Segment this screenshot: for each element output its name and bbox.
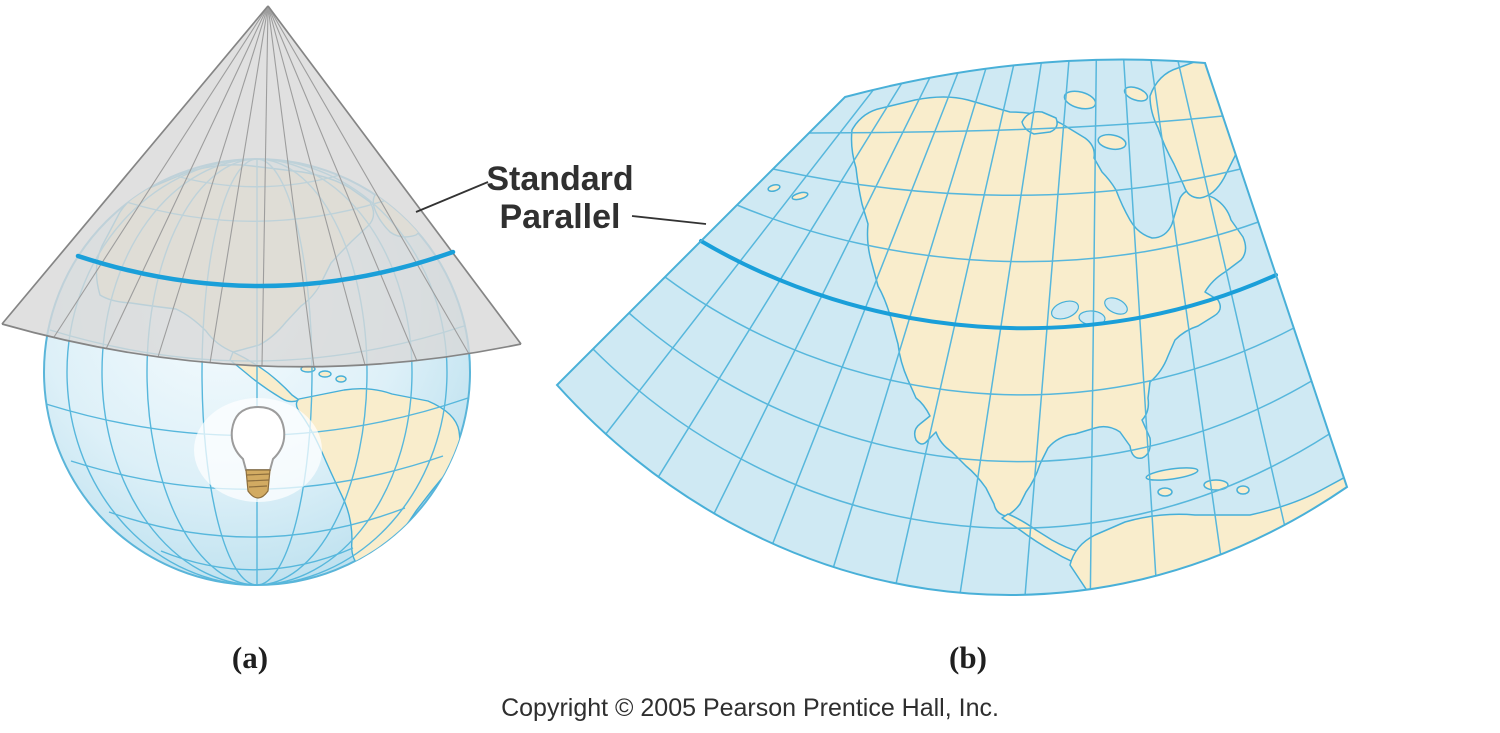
cone-generator-lines [53, 5, 470, 368]
projection-cone [1, 5, 522, 368]
cone-surface [2, 6, 521, 367]
projection-map-figure [555, 58, 1349, 596]
annotation-line1: Standard [486, 160, 633, 198]
map-landmass-south-america [1069, 467, 1347, 595]
fan-parallel [592, 348, 1331, 530]
light-bulb-icon [230, 405, 286, 499]
bulb-screw-ridges [245, 473, 271, 488]
fan-parallel [808, 115, 1224, 134]
standard-parallel-on-map [699, 239, 1278, 331]
standard-parallel-pointer-left [415, 181, 489, 213]
figure-label-b: (b) [949, 640, 987, 675]
map-island-jamaica [1157, 487, 1173, 497]
standard-parallel-pointer-right [631, 215, 707, 225]
fan-outline [555, 58, 1349, 596]
fan-parallel [772, 168, 1242, 197]
map-arctic-island [1123, 86, 1149, 102]
bulb-screw-base [245, 469, 271, 499]
figure-label-a: (a) [232, 640, 268, 675]
copyright-text: Copyright © 2005 Pearson Prentice Hall, … [501, 694, 999, 722]
map-great-lakes [1050, 297, 1128, 326]
map-island-cuba [1145, 467, 1199, 481]
globe-island [318, 370, 332, 378]
map-aleutian-island [767, 183, 781, 193]
map-aleutian-island [791, 191, 809, 201]
cone-edges [1, 5, 522, 368]
map-island-puerto-rico [1236, 485, 1250, 495]
fan-parallel [736, 204, 1260, 263]
standard-parallel-on-globe [75, 249, 456, 289]
fan-graticule [592, 58, 1331, 596]
annotation-line2: Parallel [500, 198, 621, 236]
globe-island [335, 375, 347, 383]
map-arctic-island [1097, 133, 1127, 151]
fan-parallel [664, 276, 1295, 396]
fan-parallel [628, 312, 1313, 463]
annotation-standard-parallel: Standard Parallel [415, 160, 707, 236]
